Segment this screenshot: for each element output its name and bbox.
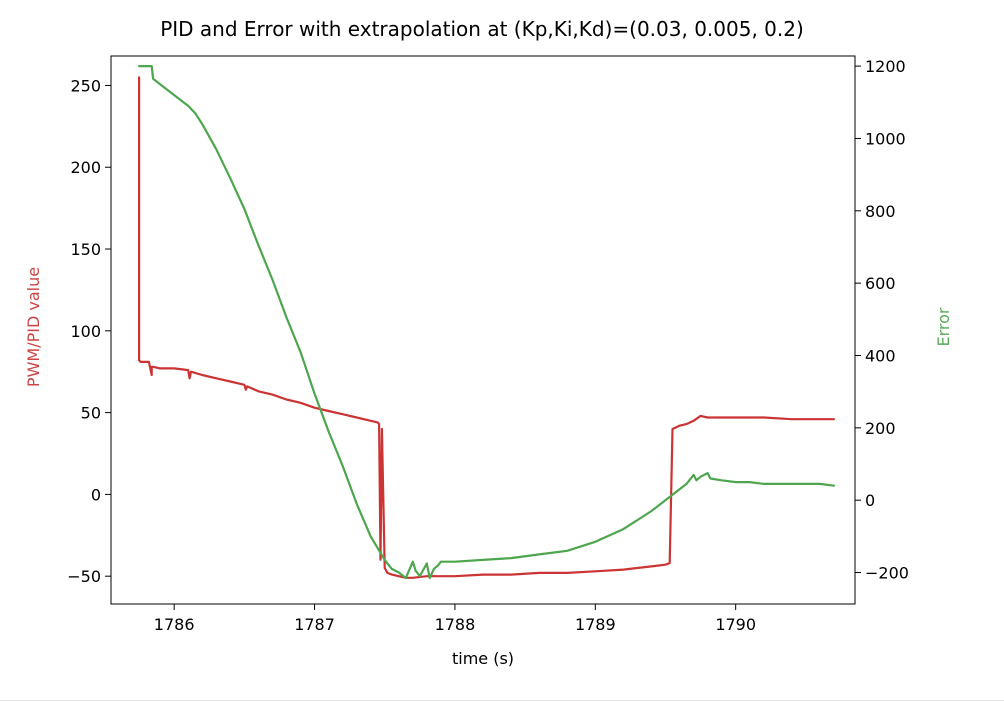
y-axis-left: −50 0 50 100 150 200 250 [67,76,111,586]
y-axis-left-title: PWM/PID value [24,267,43,387]
chart-title: PID and Error with extrapolation at (Kp,… [160,17,804,41]
x-tick-label: 1787 [294,615,335,634]
x-tick-label: 1790 [715,615,756,634]
y-right-tick-label: 600 [865,274,896,293]
y-right-tick-label: 0 [865,491,875,510]
y-right-tick-label: 800 [865,202,896,221]
bottom-divider [0,700,1004,701]
y-left-tick-label: −50 [67,567,101,586]
y-right-tick-label: 1000 [865,129,906,148]
y-axis-right-title: Error [934,307,953,346]
pwm-series-line [138,76,836,579]
x-axis: 1786 1787 1788 1789 1790 [154,604,756,634]
x-tick-label: 1788 [435,615,476,634]
y-left-tick-label: 0 [91,485,101,504]
plot-frame [110,55,856,605]
y-right-tick-label: −200 [865,564,909,583]
y-right-tick-label: 1200 [865,57,906,76]
x-tick-label: 1789 [575,615,616,634]
plot-area [110,55,856,605]
series-layer [138,64,836,580]
x-tick-label: 1786 [154,615,195,634]
y-axis-right: −200 0 200 400 600 800 1000 1200 [855,57,909,583]
y-right-tick-label: 200 [865,419,896,438]
y-left-tick-label: 50 [81,404,101,423]
y-left-tick-label: 250 [70,76,101,95]
y-left-tick-label: 200 [70,158,101,177]
y-left-tick-label: 150 [70,240,101,259]
y-left-tick-label: 100 [70,322,101,341]
y-right-tick-label: 400 [865,347,896,366]
x-axis-title: time (s) [452,649,514,668]
error-series-line [138,64,836,580]
